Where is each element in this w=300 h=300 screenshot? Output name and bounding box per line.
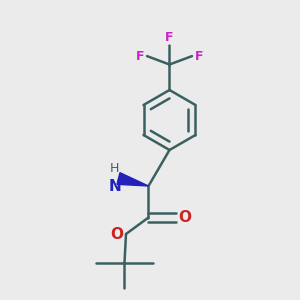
Polygon shape [117,173,148,186]
Text: H: H [110,163,120,176]
Text: O: O [178,210,191,225]
Text: N: N [109,179,121,194]
Text: F: F [194,50,203,63]
Text: F: F [165,31,174,44]
Text: O: O [110,227,123,242]
Text: F: F [136,50,145,63]
